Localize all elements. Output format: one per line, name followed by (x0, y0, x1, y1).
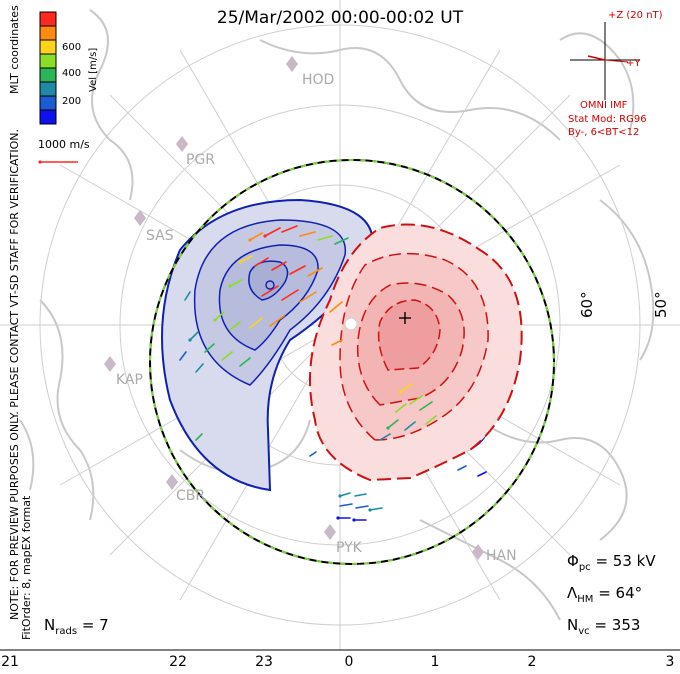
radar-count: Nrads = 7 (44, 616, 109, 637)
station-marker-hod (286, 56, 298, 72)
negative-contour-4 (248, 260, 289, 301)
station-label-cbr: CBR (176, 488, 206, 504)
colorbar-tick: 200 (62, 96, 82, 107)
colorbar-tick: 400 (62, 68, 82, 79)
pole-marker (344, 317, 358, 331)
station-marker-cbr (166, 474, 178, 490)
imf-clock (570, 22, 640, 100)
latitude-label-60: 60° (578, 291, 596, 318)
mlt-tick-label: 1 (430, 654, 440, 670)
mlt-tick-label: 22 (169, 654, 187, 670)
potential-minimum-marker (265, 280, 275, 290)
station-label-han: HAN (486, 548, 517, 564)
latitude-label-50: 50° (652, 291, 670, 318)
station-marker-pyk (324, 524, 336, 540)
station-label-pgr: PGR (186, 152, 216, 168)
station-markers (104, 56, 484, 560)
imf-caption: OMNI IMF (580, 100, 628, 111)
station-label-kap: KAP (116, 372, 143, 388)
imf-condition: By-, 6<BT<12 (568, 127, 640, 138)
colorbar-label: Vel [m/s] (88, 47, 99, 92)
mlt-tick-label: 23 (255, 654, 273, 670)
station-label-hod: HOD (302, 72, 335, 88)
mlt-tick-label: 0 (344, 654, 354, 670)
velocity-scale-label: 1000 m/s (38, 138, 90, 151)
station-marker-kap (104, 356, 116, 372)
station-marker-pgr (176, 136, 188, 152)
vector-origin-dots (188, 234, 402, 522)
imf-model: Stat Mod: RG96 (568, 114, 647, 125)
imf-z-label: +Z (20 nT) (608, 10, 663, 21)
map-title: 25/Mar/2002 00:00-00:02 UT (216, 8, 464, 28)
fit-order-note: FitOrder: 8, mapEX format (20, 495, 33, 640)
heppner-maynard-boundary-dash (149, 159, 555, 565)
potential-maximum-marker (399, 312, 411, 324)
vector-count: Nvc = 353 (567, 616, 641, 637)
positive-contour-4 (377, 299, 441, 371)
station-marker-han (472, 544, 484, 560)
velocity-vector-field (179, 225, 487, 521)
coordinate-label: MLT coordinates (8, 5, 21, 94)
colorbar-tick: 600 (62, 42, 82, 53)
imf-y-label: +Y (626, 58, 641, 69)
station-label-pyk: PYK (336, 540, 362, 556)
colorbar (39, 11, 57, 125)
station-label-sas: SAS (146, 228, 174, 244)
coastline-layer (19, 9, 655, 621)
mlt-tick-label: 2 (527, 654, 537, 670)
velocity-scale-vector (38, 160, 78, 164)
station-marker-sas (134, 210, 146, 226)
hm-boundary-latitude: ΛHM = 64° (567, 584, 643, 605)
mlt-tick-label: 21 (1, 654, 19, 670)
cross-polar-potential: Φpc = 53 kV (567, 552, 656, 573)
mlt-tick-label: 3 (665, 654, 675, 670)
